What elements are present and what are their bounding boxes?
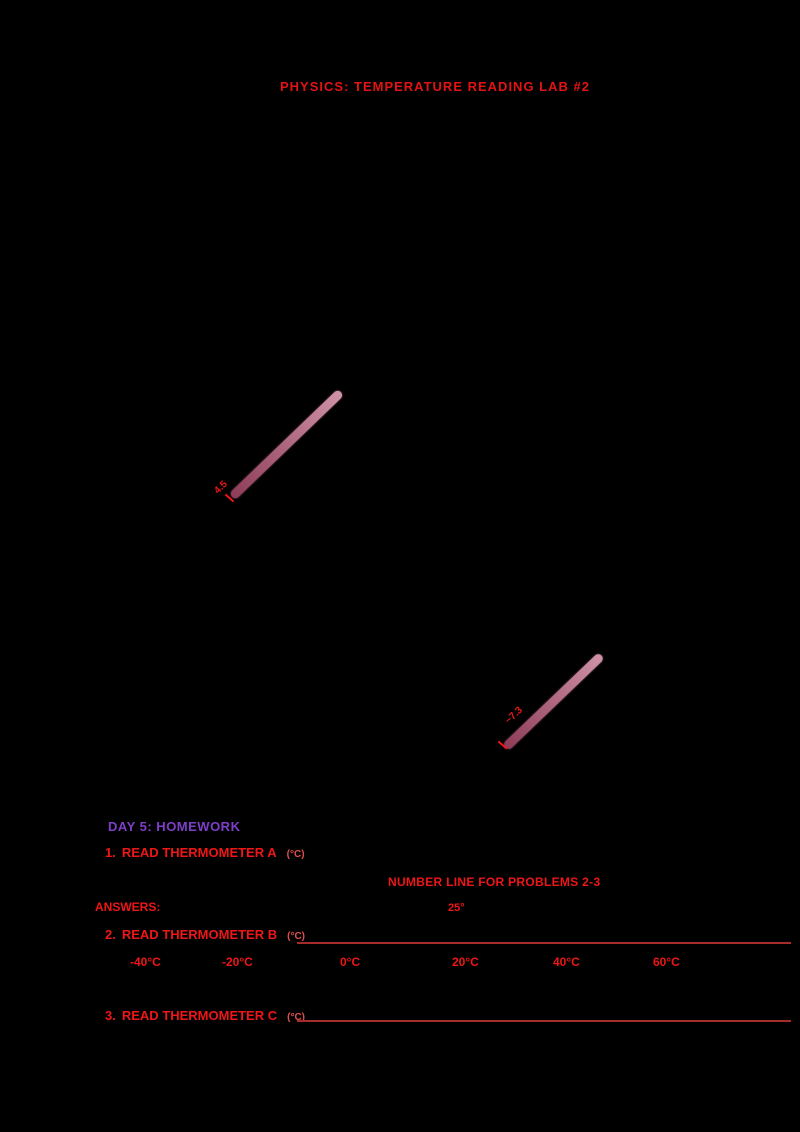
number-line-note: NUMBER LINE FOR PROBLEMS 2-3 — [388, 875, 601, 889]
question-2-label: READ THERMOMETER B — [121, 927, 278, 942]
question-3-number: 3. — [105, 1008, 116, 1023]
page-title: PHYSICS: TEMPERATURE READING LAB #2 — [280, 79, 590, 94]
question-1-label: READ THERMOMETER A — [121, 845, 277, 860]
measured-bar-a — [228, 388, 345, 501]
section-heading: DAY 5: HOMEWORK — [108, 819, 241, 834]
answers-label: ANSWERS: — [95, 900, 161, 914]
reference-value-label: 25° — [448, 902, 465, 914]
scale-tick-label: 40°C — [553, 955, 580, 969]
scale-tick-label: -20°C — [222, 955, 253, 969]
answer-blank-3 — [297, 1020, 791, 1022]
scale-tick-label: 20°C — [452, 955, 479, 969]
scale-tick-label: 0°C — [340, 955, 361, 969]
scale-tick-label: -40°C — [130, 955, 161, 969]
question-3-unit: (°C) — [287, 1012, 306, 1023]
scale-tick-label: 60°C — [653, 955, 680, 969]
question-2-unit: (°C) — [287, 931, 306, 942]
measured-bar-b — [502, 652, 605, 751]
question-2: 2. READ THERMOMETER B (°C) — [105, 927, 305, 942]
question-1-number: 1. — [105, 845, 116, 860]
question-2-number: 2. — [105, 927, 116, 942]
bar-b-tip-label: ~7.3 — [503, 704, 526, 727]
question-3: 3. READ THERMOMETER C (°C) — [105, 1008, 305, 1023]
question-1-unit: (°C) — [286, 849, 305, 860]
question-1: 1. READ THERMOMETER A (°C) — [105, 845, 305, 860]
question-3-label: READ THERMOMETER C — [121, 1008, 278, 1023]
answer-blank-2 — [297, 942, 791, 944]
